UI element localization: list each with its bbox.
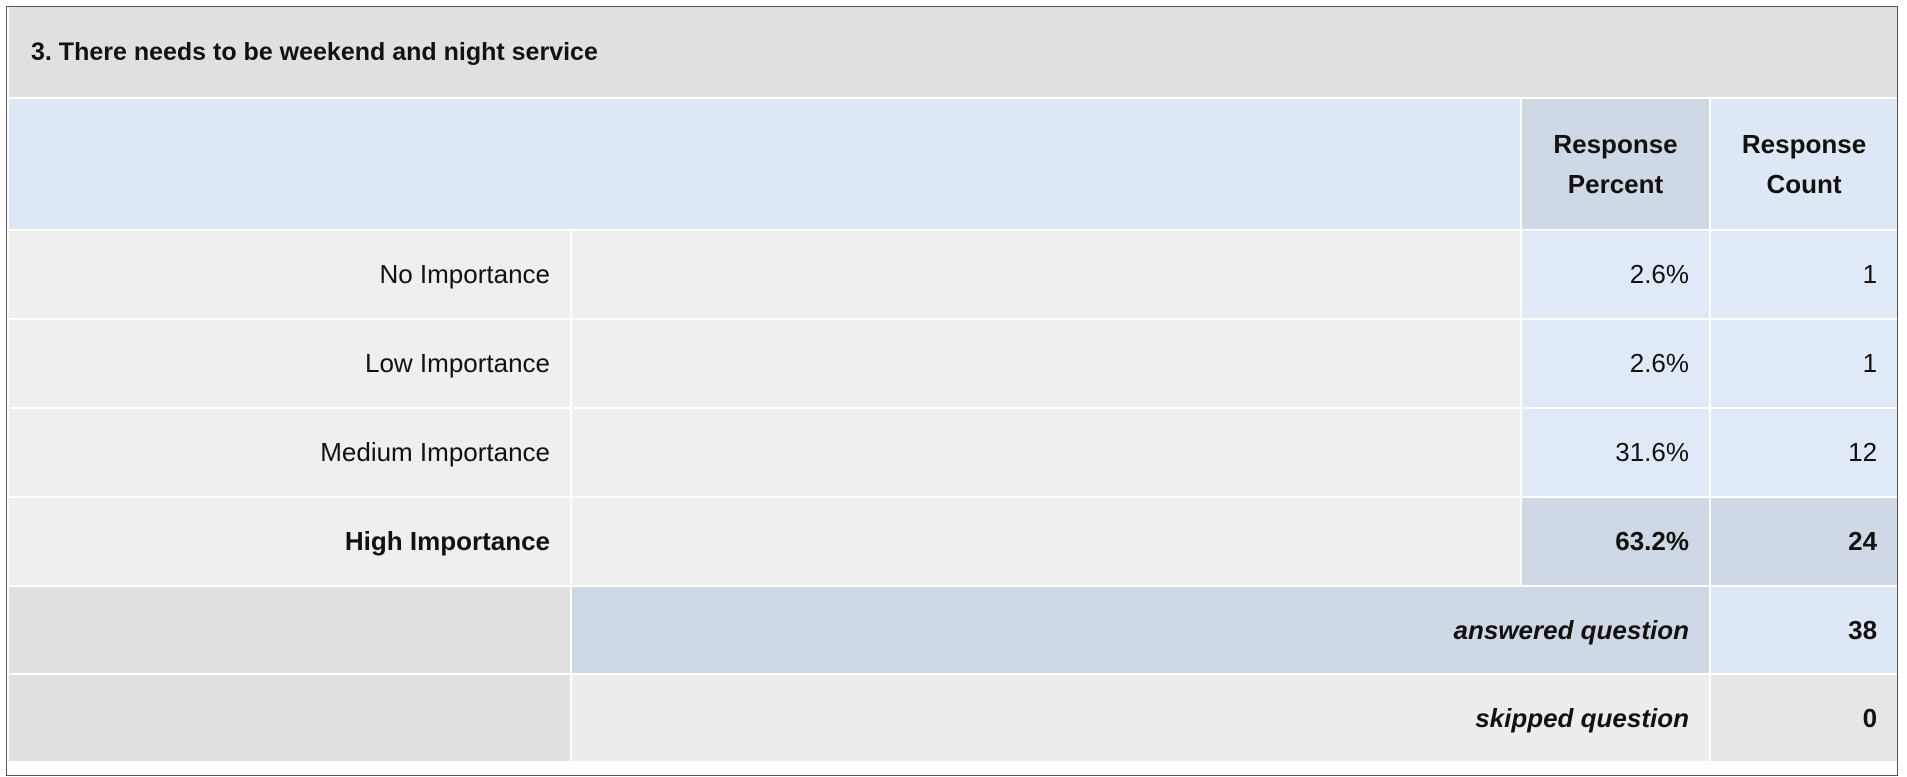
response-percent: 2.6% — [1520, 318, 1711, 409]
response-percent: 31.6% — [1520, 407, 1711, 498]
answer-row: No Importance 2.6% 1 — [7, 229, 1897, 320]
answer-row: Low Importance 2.6% 1 — [7, 318, 1897, 409]
result-table: 3. There needs to be weekend and night s… — [7, 7, 1897, 763]
summary-row: answered question 38 — [7, 585, 1897, 675]
answer-row: High Importance 63.2% 24 — [7, 496, 1897, 587]
answer-label: Medium Importance — [7, 407, 572, 498]
response-percent: 63.2% — [1520, 496, 1711, 587]
summary-blank — [7, 673, 572, 763]
survey-result: 3. There needs to be weekend and night s… — [6, 6, 1898, 776]
bar-cell — [570, 496, 1522, 587]
header-blank — [7, 97, 1522, 231]
bar-cell — [570, 407, 1522, 498]
response-count: 1 — [1708, 318, 1897, 409]
question-title: 3. There needs to be weekend and night s… — [7, 7, 1897, 99]
summary-blank — [7, 585, 572, 675]
answer-label: No Importance — [7, 229, 572, 320]
answer-label: Low Importance — [7, 318, 572, 409]
summary-label: answered question — [570, 585, 1711, 675]
summary-row: skipped question 0 — [7, 673, 1897, 763]
answer-row: Medium Importance 31.6% 12 — [7, 407, 1897, 498]
response-count: 24 — [1708, 496, 1897, 587]
response-count: 12 — [1708, 407, 1897, 498]
summary-label: skipped question — [570, 673, 1711, 763]
column-header: Response Percent — [1520, 97, 1711, 231]
column-header: Response Count — [1708, 97, 1897, 231]
answer-label: High Importance — [7, 496, 572, 587]
summary-value: 0 — [1708, 673, 1897, 763]
bar-cell — [570, 229, 1522, 320]
summary-value: 38 — [1708, 585, 1897, 675]
bar-cell — [570, 318, 1522, 409]
response-count: 1 — [1708, 229, 1897, 320]
response-percent: 2.6% — [1520, 229, 1711, 320]
